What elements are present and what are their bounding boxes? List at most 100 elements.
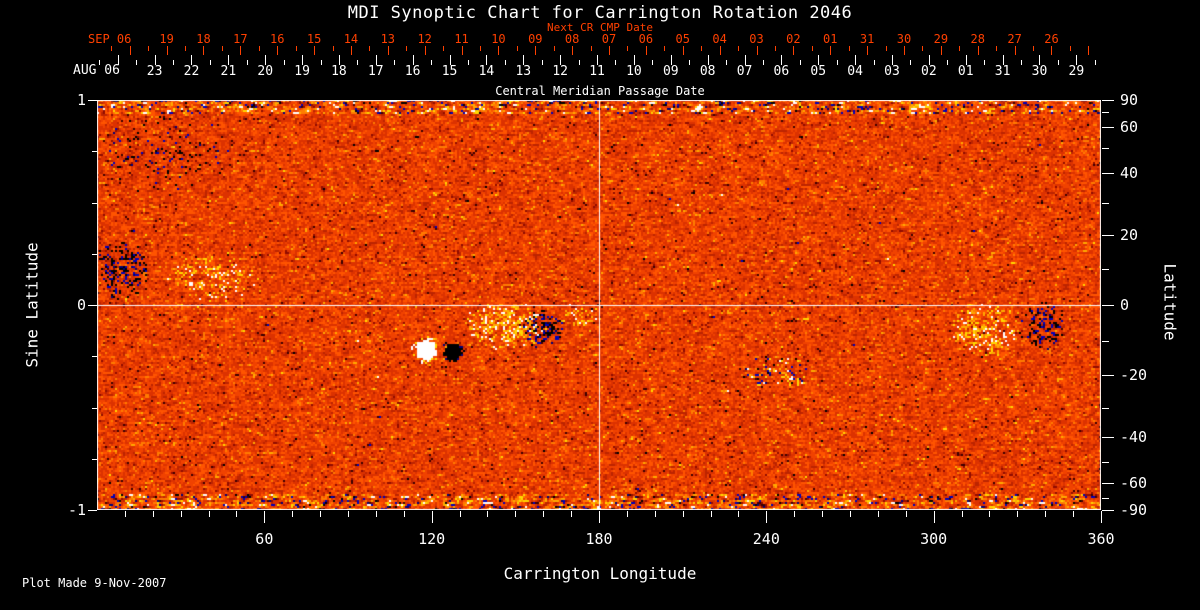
- top-white-axis-minor-tick: [836, 60, 838, 65]
- top-white-axis-minor-tick: [726, 60, 728, 65]
- right-axis-major-tick: [1102, 100, 1114, 101]
- top-white-axis-minor-tick: [947, 60, 949, 65]
- bottom-axis-minor-tick: [152, 511, 154, 517]
- bottom-axis-minor-tick: [487, 511, 489, 517]
- top-white-axis-major-tick: [744, 55, 746, 65]
- top-white-axis-minor-tick: [762, 60, 764, 65]
- top-red-axis-major-tick: [830, 46, 832, 55]
- top-white-axis-major-tick: [228, 55, 230, 65]
- top-red-axis-major-tick: [387, 46, 389, 55]
- top-red-axis-minor-tick: [406, 46, 408, 51]
- bottom-axis-minor-tick: [1045, 511, 1047, 517]
- top-white-axis-major-tick: [191, 55, 193, 65]
- right-axis-major-tick: [1102, 436, 1114, 438]
- top-white-axis-day-label: 23: [146, 64, 163, 79]
- top-red-axis-month-label: SEP 06: [88, 32, 132, 46]
- top-white-axis-minor-tick: [1094, 60, 1096, 65]
- top-red-axis-major-tick: [203, 46, 205, 55]
- top-red-axis-major-tick: [314, 46, 316, 55]
- bottom-axis-tick-label: 300: [920, 530, 948, 548]
- top-white-axis-day-label: 20: [257, 64, 274, 79]
- top-red-axis-day-label: 27: [1007, 32, 1022, 46]
- top-red-axis-major-tick: [498, 46, 500, 55]
- top-white-axis-day-label: 29: [1068, 64, 1085, 79]
- right-axis-major-tick: [1102, 173, 1114, 175]
- right-axis-tick-label: -20: [1120, 366, 1148, 385]
- top-white-axis-minor-tick: [1057, 60, 1059, 65]
- top-white-axis-day-label: 06: [773, 64, 790, 79]
- top-red-axis-day-label: 29: [933, 32, 949, 46]
- top-red-axis-day-label: 15: [306, 32, 322, 46]
- bottom-axis-minor-tick: [403, 511, 405, 517]
- top-white-axis-day-label: 04: [847, 64, 863, 79]
- left-axis-major-tick: [88, 305, 97, 306]
- top-red-axis-major-tick: [904, 46, 905, 55]
- central-meridian-passage-axis-title: Central Meridian Passage Date: [495, 84, 705, 98]
- top-red-axis-major-tick: [867, 46, 869, 55]
- top-white-axis-day-label: 07: [736, 64, 753, 79]
- top-red-axis-minor-tick: [701, 46, 703, 51]
- bottom-axis-minor-tick: [571, 511, 573, 517]
- top-red-axis-major-tick: [940, 46, 942, 55]
- top-red-axis-minor-tick: [774, 46, 776, 51]
- bottom-axis-tick-label: 240: [752, 530, 780, 548]
- top-red-axis-day-label: 01: [823, 32, 838, 46]
- top-white-axis-minor-tick: [467, 60, 469, 65]
- top-white-axis-minor-tick: [504, 60, 506, 65]
- right-axis-title: Latitude: [1160, 263, 1180, 341]
- top-white-axis-minor-tick: [394, 60, 396, 65]
- top-white-axis-major-tick: [633, 55, 635, 65]
- bottom-axis-minor-tick: [515, 511, 517, 517]
- top-red-axis-day-label: 11: [454, 32, 469, 46]
- bottom-axis-minor-tick: [348, 511, 349, 517]
- right-axis-major-tick: [1102, 482, 1114, 484]
- top-white-axis-day-label: 22: [183, 64, 200, 79]
- right-axis-tick-label: -60: [1120, 473, 1148, 492]
- top-white-axis-day-label: 11: [589, 64, 605, 79]
- right-axis-minor-tick: [1102, 269, 1109, 271]
- top-red-axis-day-label: 10: [491, 32, 506, 46]
- top-white-axis-minor-tick: [910, 60, 912, 65]
- top-white-axis-minor-tick: [799, 60, 801, 65]
- right-axis-minor-tick: [1102, 497, 1109, 499]
- bottom-axis-minor-tick: [682, 511, 684, 517]
- bottom-axis-tick-label: 180: [585, 530, 613, 548]
- top-red-axis-minor-tick: [885, 46, 887, 51]
- top-white-axis-major-tick: [818, 55, 820, 65]
- top-white-axis-minor-tick: [173, 60, 175, 65]
- top-red-axis-minor-tick: [295, 46, 297, 51]
- right-axis-minor-tick: [1102, 462, 1109, 464]
- top-white-axis-major-tick: [486, 55, 488, 65]
- left-axis-tick-label: 0: [76, 296, 86, 314]
- top-white-axis-minor-tick: [136, 60, 138, 65]
- right-axis-minor-tick: [1102, 407, 1109, 409]
- bottom-axis-title: Carrington Longitude: [503, 564, 697, 583]
- top-red-axis-minor-tick: [553, 46, 555, 51]
- bottom-axis-minor-tick: [543, 511, 545, 517]
- top-red-axis-minor-tick: [1033, 46, 1035, 51]
- right-axis-minor-tick: [1102, 147, 1109, 149]
- bottom-axis-minor-tick: [124, 511, 126, 517]
- top-red-axis-minor-tick: [922, 46, 924, 51]
- right-axis-major-tick: [1102, 127, 1114, 129]
- top-red-axis-minor-tick: [258, 46, 260, 51]
- next-cr-cmp-date-axis-title: Next CR CMP Date: [547, 21, 653, 34]
- top-white-axis-day-label: 01: [957, 64, 974, 79]
- top-red-axis-day-label: 03: [749, 32, 764, 46]
- top-white-axis-minor-tick: [1021, 60, 1023, 65]
- top-white-axis-minor-tick: [431, 60, 433, 65]
- top-white-axis-day-label: 17: [367, 64, 384, 79]
- bottom-axis-major-tick: [1101, 511, 1102, 523]
- top-red-axis-major-tick: [166, 46, 168, 55]
- top-red-axis-major-tick: [1014, 46, 1016, 55]
- top-red-axis-minor-tick: [664, 46, 666, 51]
- top-white-axis-minor-tick: [689, 60, 691, 65]
- right-axis-tick-label: -90: [1120, 501, 1148, 519]
- top-red-axis-day-label: 07: [601, 32, 617, 46]
- top-red-axis-day-label: 30: [896, 32, 912, 46]
- top-red-axis-day-label: 26: [1044, 32, 1059, 46]
- right-axis-minor-tick: [1102, 112, 1109, 114]
- top-red-axis-minor-tick: [369, 46, 371, 51]
- top-white-axis-minor-tick: [283, 60, 285, 65]
- top-white-axis-major-tick: [265, 55, 267, 65]
